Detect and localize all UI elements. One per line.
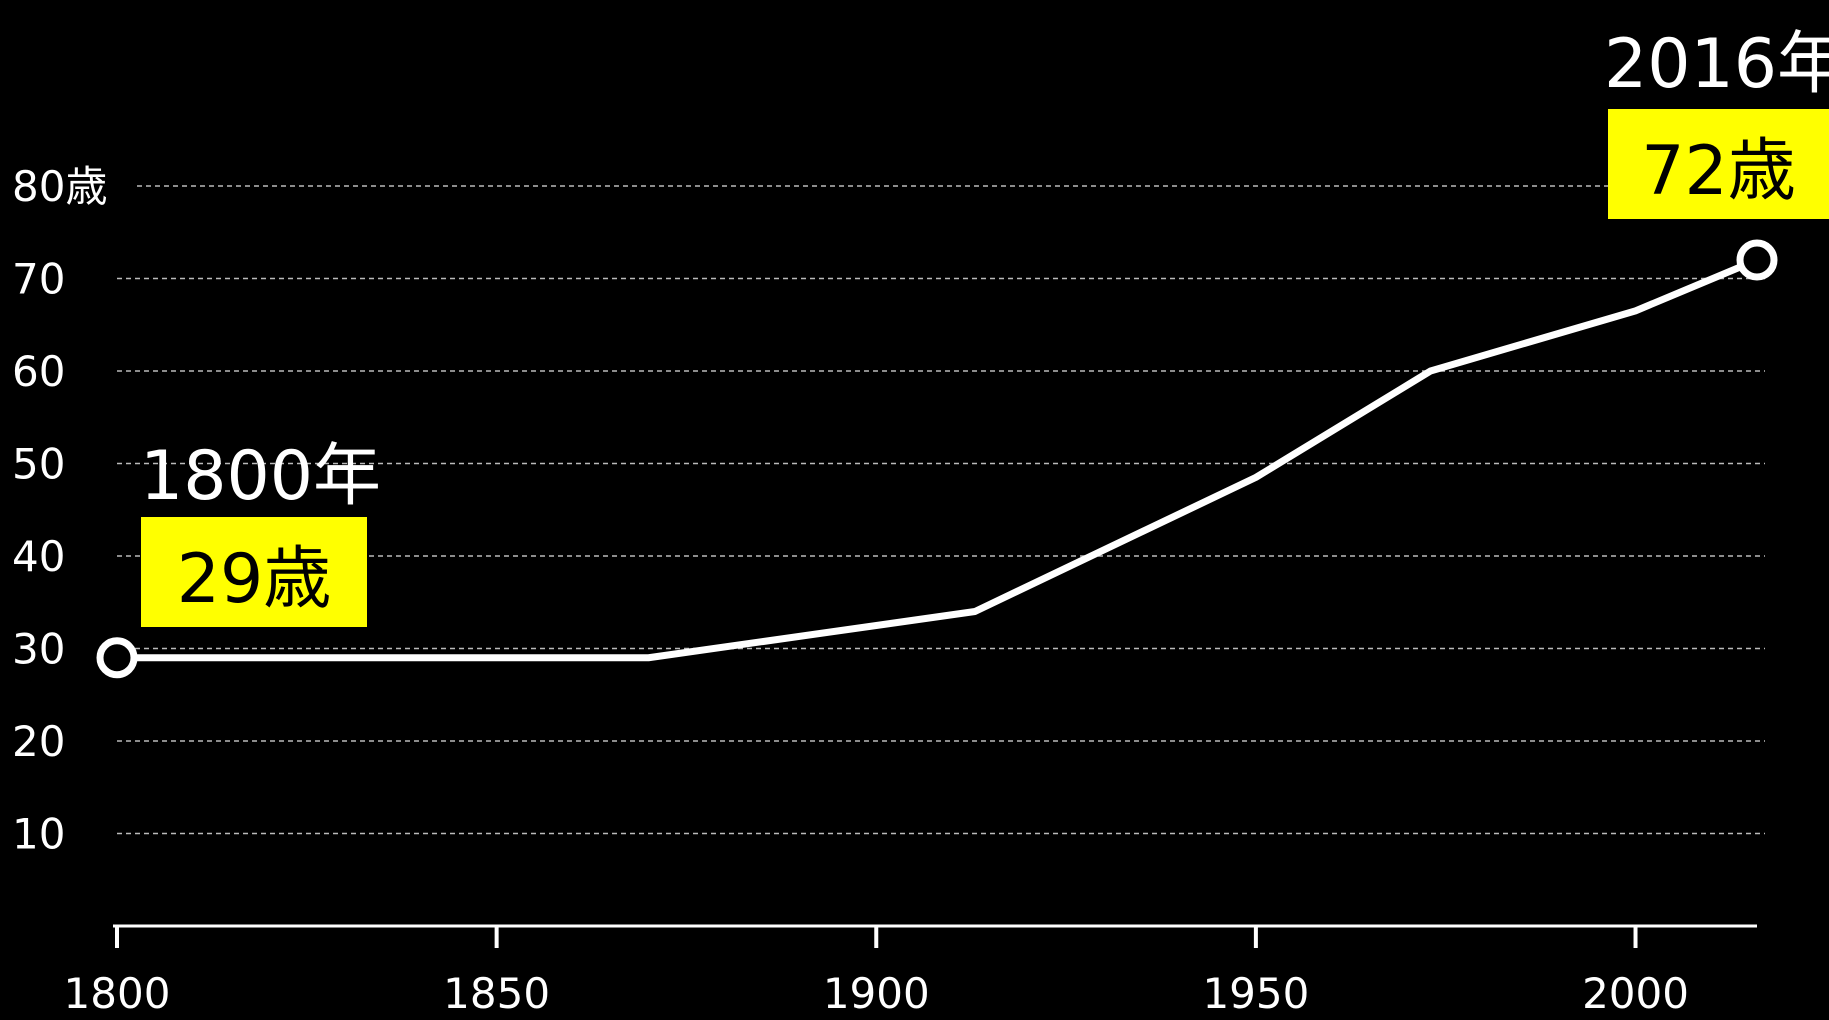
y-tick-label-70: 70 <box>12 255 65 304</box>
y-tick-label-60: 60 <box>12 347 65 396</box>
start-value-badge: 29歳 <box>141 517 367 627</box>
series-line <box>96 239 1778 679</box>
y-axis-labels: 10 20 30 40 50 60 70 80歳 <box>12 162 107 859</box>
life-expectancy-line <box>117 256 1759 662</box>
x-tick-label-1850: 1850 <box>443 969 550 1018</box>
y-tick-label-50: 50 <box>12 440 65 489</box>
y-tick-label-30: 30 <box>12 625 65 674</box>
y-tick-label-80: 80歳 <box>12 162 107 211</box>
end-year-annotation: 2016年 <box>1604 25 1829 104</box>
y-tick-label-10: 10 <box>12 810 65 859</box>
gridlines <box>117 185 1765 835</box>
start-year-annotation: 1800年 <box>140 437 382 516</box>
x-tick-label-1900: 1900 <box>823 969 930 1018</box>
x-tick-label-2000: 2000 <box>1582 969 1689 1018</box>
end-point-marker <box>1736 239 1778 281</box>
y-tick-label-20: 20 <box>12 717 65 766</box>
x-tick-label-1800: 1800 <box>64 969 171 1018</box>
x-tick-label-1950: 1950 <box>1202 969 1309 1018</box>
start-point-marker <box>96 637 138 679</box>
y-tick-label-40: 40 <box>12 532 65 581</box>
x-axis: 1800 1850 1900 1950 2000 <box>64 924 1757 1018</box>
end-value-badge: 72歳 <box>1608 109 1829 219</box>
